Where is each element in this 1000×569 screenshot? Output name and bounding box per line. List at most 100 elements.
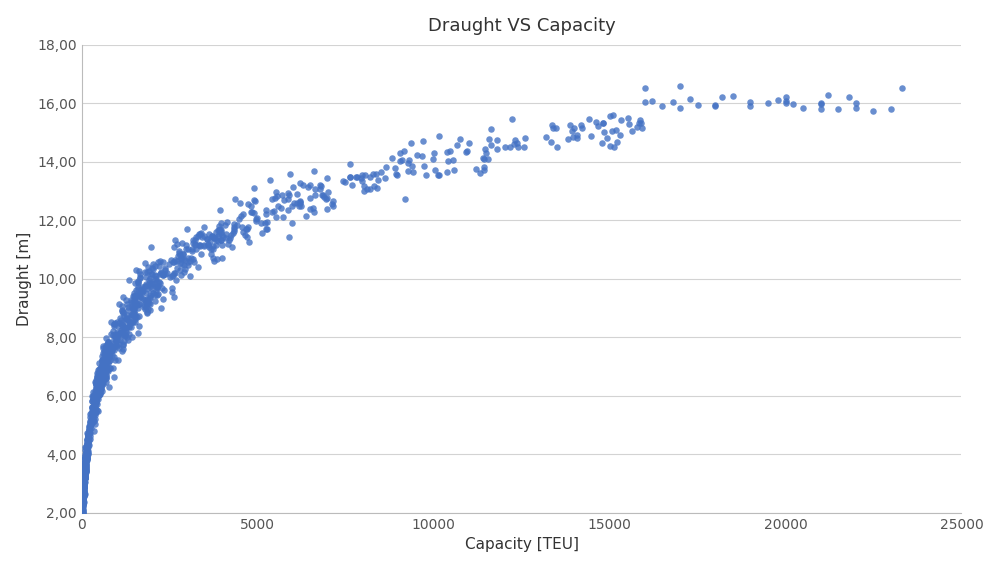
Point: [284, 219, 300, 228]
Point: [88, 383, 104, 392]
Point: [848, 103, 864, 112]
Point: [83, 419, 99, 428]
Point: [89, 372, 105, 381]
Point: [89, 385, 105, 394]
Point: [187, 240, 203, 249]
Point: [604, 127, 620, 136]
Point: [76, 472, 92, 481]
Point: [94, 362, 110, 371]
Point: [80, 431, 96, 440]
Point: [75, 490, 91, 499]
Point: [202, 236, 218, 245]
Point: [173, 254, 189, 263]
Point: [581, 114, 597, 123]
Point: [93, 367, 109, 376]
Point: [93, 376, 109, 385]
Point: [135, 286, 151, 295]
Point: [81, 427, 97, 436]
Point: [356, 186, 372, 195]
Point: [80, 442, 96, 451]
Point: [94, 378, 110, 387]
Point: [85, 411, 101, 420]
Point: [175, 255, 191, 264]
Point: [84, 410, 100, 419]
Point: [194, 233, 210, 242]
Point: [335, 176, 351, 185]
Point: [77, 461, 93, 470]
Point: [86, 405, 102, 414]
Point: [96, 368, 112, 377]
Point: [74, 508, 90, 517]
Point: [81, 429, 97, 438]
Point: [93, 384, 109, 393]
Point: [368, 170, 384, 179]
Point: [80, 429, 96, 438]
Point: [89, 386, 105, 395]
Point: [88, 380, 104, 389]
Point: [213, 226, 229, 235]
Point: [127, 309, 143, 318]
Point: [87, 403, 103, 412]
Point: [121, 314, 137, 323]
Point: [141, 275, 157, 284]
Point: [80, 431, 96, 440]
Point: [76, 476, 92, 485]
Point: [76, 481, 92, 490]
Point: [139, 299, 155, 308]
Point: [397, 195, 413, 204]
Point: [116, 312, 132, 321]
Point: [113, 316, 129, 325]
Point: [75, 491, 91, 500]
Point: [114, 346, 130, 355]
Point: [100, 339, 116, 348]
Point: [94, 371, 110, 380]
Point: [544, 120, 560, 129]
Point: [110, 356, 126, 365]
Point: [76, 486, 92, 496]
Point: [84, 414, 100, 423]
Point: [109, 329, 125, 339]
Point: [75, 488, 91, 497]
Point: [396, 147, 412, 156]
Point: [172, 251, 188, 260]
Point: [86, 402, 102, 411]
Point: [319, 193, 335, 203]
Point: [142, 290, 158, 299]
Point: [78, 454, 94, 463]
Point: [79, 448, 95, 457]
Point: [79, 440, 95, 449]
Point: [276, 195, 292, 204]
Point: [88, 395, 104, 404]
Point: [98, 371, 114, 380]
Point: [184, 244, 200, 253]
Point: [89, 388, 105, 397]
Point: [76, 469, 92, 478]
Point: [74, 504, 90, 513]
Point: [82, 413, 98, 422]
Point: [127, 315, 143, 324]
Point: [77, 472, 93, 481]
Point: [74, 501, 90, 510]
Point: [76, 482, 92, 491]
Point: [153, 268, 169, 277]
Point: [153, 303, 169, 312]
Point: [226, 222, 242, 231]
Point: [259, 217, 275, 226]
Point: [430, 171, 446, 180]
Point: [107, 337, 123, 347]
Point: [714, 93, 730, 102]
Point: [370, 176, 386, 185]
Point: [74, 502, 90, 512]
Point: [442, 146, 458, 155]
Point: [82, 431, 98, 440]
Point: [480, 154, 496, 163]
Point: [166, 292, 182, 302]
Point: [115, 340, 131, 349]
Point: [359, 184, 375, 193]
Point: [78, 467, 94, 476]
Point: [93, 384, 109, 393]
Point: [173, 271, 189, 280]
Point: [74, 501, 90, 510]
Point: [75, 495, 91, 504]
Point: [118, 324, 134, 333]
